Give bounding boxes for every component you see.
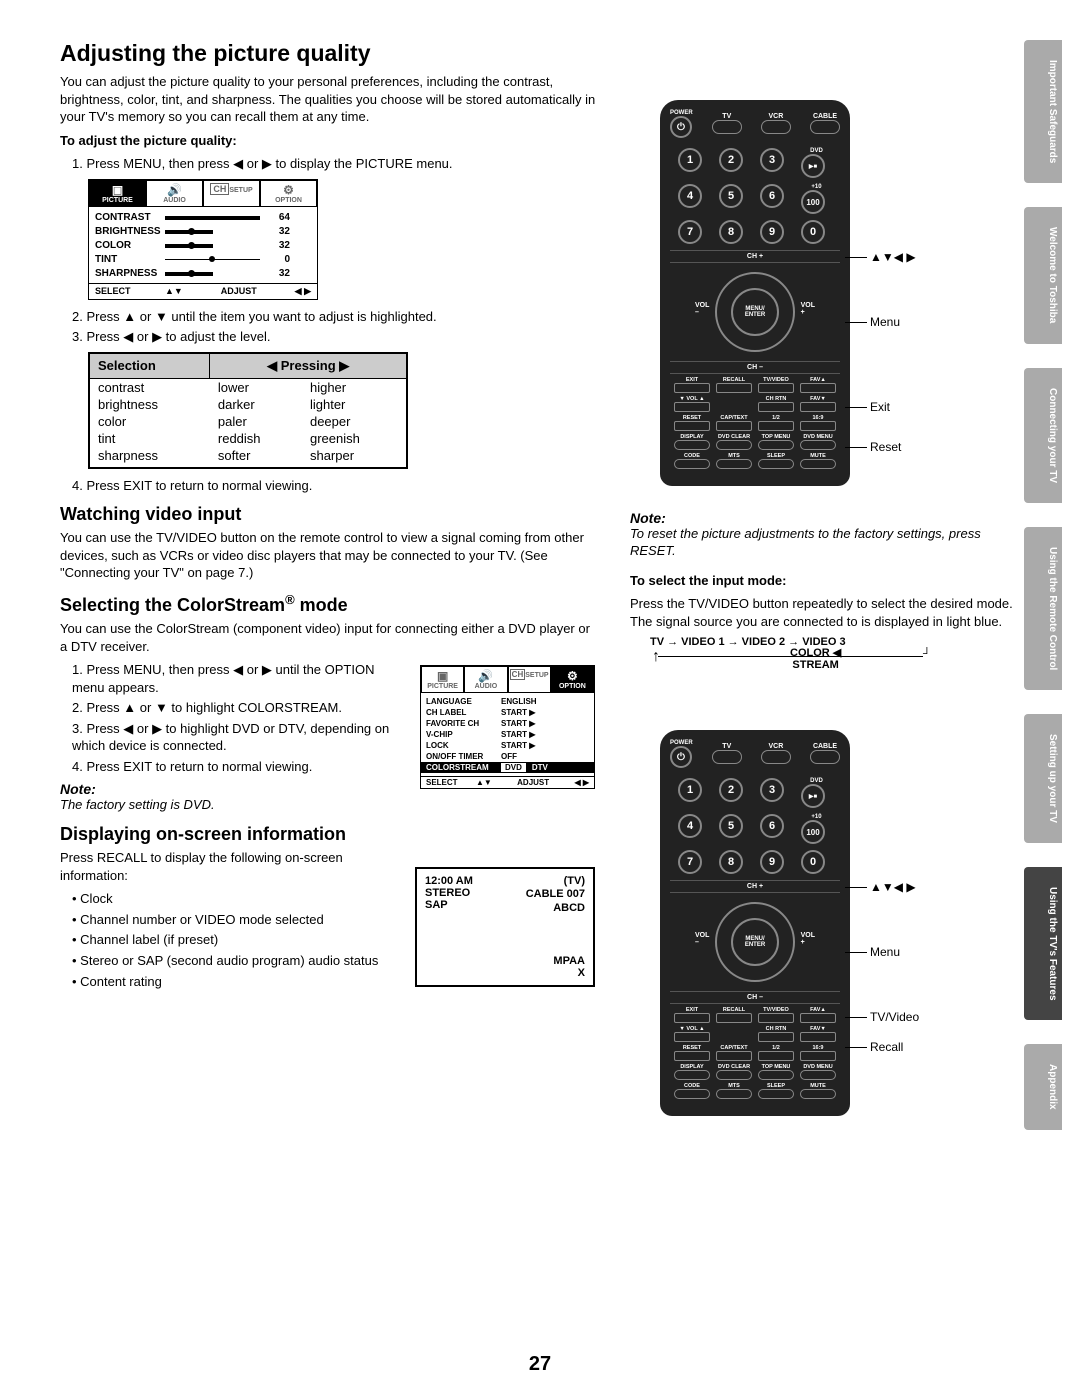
side-tabs: Important Safeguards Welcome to Toshiba … bbox=[1024, 40, 1062, 1154]
tab-appendix[interactable]: Appendix bbox=[1024, 1044, 1062, 1130]
tab-safeguards[interactable]: Important Safeguards bbox=[1024, 40, 1062, 183]
picture-menu: ▣PICTURE 🔊AUDIO CHSETUP ⚙OPTION CONTRAST… bbox=[88, 179, 318, 300]
select-input-heading: To select the input mode: bbox=[630, 572, 1020, 590]
tab-features[interactable]: Using the TV's Features bbox=[1024, 867, 1062, 1021]
reset-button[interactable] bbox=[674, 421, 710, 431]
heading-colorstream: Selecting the ColorStream® mode bbox=[60, 592, 600, 616]
heading-adjust: Adjusting the picture quality bbox=[60, 40, 600, 67]
right-column: POWER⏻ TV VCR CABLE 1 2 3 DVD▶■ 4 5 6 +1… bbox=[620, 40, 1020, 1116]
step-2: 2. Press ▲ or ▼ until the item you want … bbox=[72, 308, 600, 326]
remote-bottom: POWER⏻ TV VCR CABLE 1 2 3 DVD▶■ 4 5 6 +1… bbox=[660, 730, 850, 1116]
tab-picture: ▣PICTURE bbox=[89, 180, 146, 207]
annot-exit: Exit bbox=[870, 400, 890, 414]
annot-menu: Menu bbox=[870, 315, 900, 329]
exit-button[interactable] bbox=[674, 383, 710, 393]
step-1: 1. Press MENU, then press ◀ or ▶ to disp… bbox=[72, 155, 600, 173]
selection-table: Selection◀ Pressing ▶ contrastlowerhighe… bbox=[88, 352, 408, 469]
select-input-text: Press the TV/VIDEO button repeatedly to … bbox=[630, 595, 1020, 630]
note-text: To reset the picture adjustments to the … bbox=[630, 526, 1020, 560]
tab-connecting[interactable]: Connecting your TV bbox=[1024, 368, 1062, 503]
step-4: 4. Press EXIT to return to normal viewin… bbox=[72, 477, 600, 495]
annot-recall: Recall bbox=[870, 1040, 903, 1054]
bold-adjust: To adjust the picture quality: bbox=[60, 132, 600, 150]
tab-option: ⚙OPTION bbox=[260, 180, 317, 207]
power-button[interactable]: ⏻ bbox=[670, 116, 692, 138]
option-menu: ▣PICTURE 🔊AUDIO CHSETUP ⚙OPTION LANGUAGE… bbox=[420, 665, 595, 789]
annot-arrows: ▲▼◀ ▶ bbox=[870, 250, 916, 264]
heading-osd: Displaying on-screen information bbox=[60, 824, 600, 845]
recall-display: 12:00 AM STEREO SAP (TV) CABLE 007 ABCD … bbox=[415, 867, 595, 987]
heading-watching: Watching video input bbox=[60, 504, 600, 525]
tab-setting[interactable]: Setting up your TV bbox=[1024, 714, 1062, 843]
step-3: 3. Press ◀ or ▶ to adjust the level. bbox=[72, 328, 600, 346]
remote-top: POWER⏻ TV VCR CABLE 1 2 3 DVD▶■ 4 5 6 +1… bbox=[660, 100, 850, 486]
tab-audio: 🔊AUDIO bbox=[146, 180, 203, 207]
para-colorstream: You can use the ColorStream (component v… bbox=[60, 620, 600, 655]
left-column: Adjusting the picture quality You can ad… bbox=[60, 40, 600, 993]
annot-reset: Reset bbox=[870, 440, 901, 454]
tab-welcome[interactable]: Welcome to Toshiba bbox=[1024, 207, 1062, 343]
annot-tvvideo: TV/Video bbox=[870, 1010, 919, 1024]
note-text-cs: The factory setting is DVD. bbox=[60, 797, 600, 814]
note-heading: Note: bbox=[630, 510, 1020, 526]
page-number: 27 bbox=[0, 1353, 1080, 1376]
tab-remote[interactable]: Using the Remote Control bbox=[1024, 527, 1062, 690]
recall-button[interactable] bbox=[716, 1013, 752, 1023]
para-adjust: You can adjust the picture quality to yo… bbox=[60, 73, 600, 126]
para-watching: You can use the TV/VIDEO button on the r… bbox=[60, 529, 600, 582]
tvvideo-button[interactable] bbox=[758, 1013, 794, 1023]
tab-setup: CHSETUP bbox=[203, 180, 260, 207]
menu-enter-button[interactable]: MENU/ENTER bbox=[731, 288, 779, 336]
